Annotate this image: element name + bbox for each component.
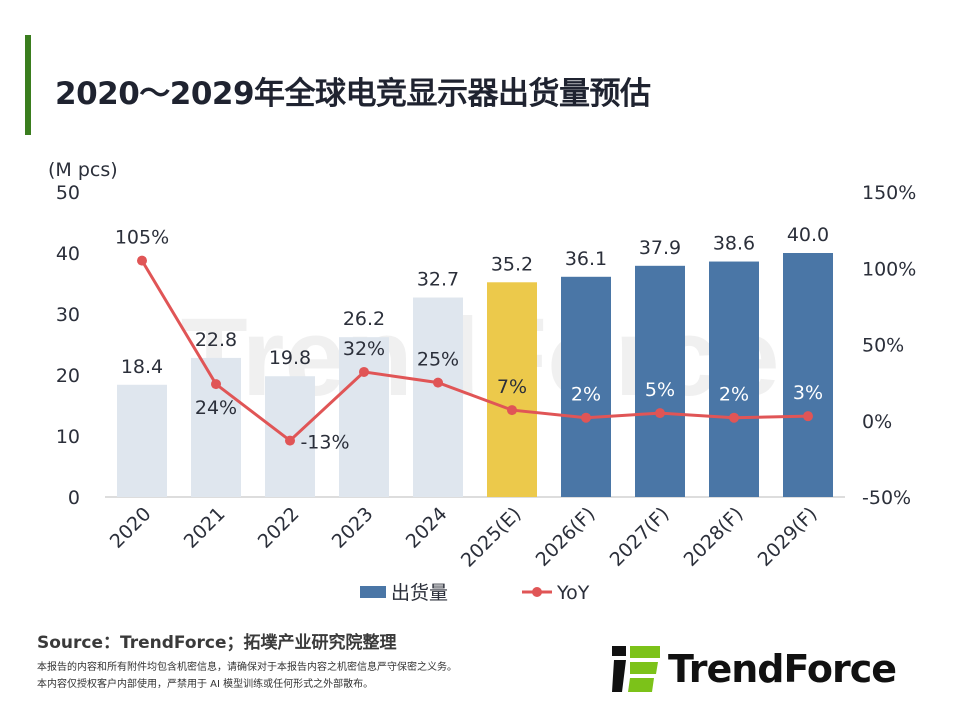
y-tick-label: 20 [56,365,80,387]
yoy-point [803,411,813,422]
yoy-point [359,366,369,377]
y2-tick-label: 150% [862,182,916,204]
bar-value-label: 35.2 [491,253,533,275]
yoy-value-label: 2% [571,384,601,406]
bar-value-label: 37.9 [639,237,681,259]
y2-tick-label: 0% [862,411,892,433]
y2-tick-label: 100% [862,258,916,280]
x-tick-label: 2024 [402,503,452,553]
bar-value-label: 19.8 [269,347,311,369]
y2-tick-label: 50% [862,335,904,357]
chart: TrendForce(M pcs)01020304050-50%0%50%100… [48,159,916,604]
bar-value-label: 18.4 [121,356,163,378]
legend-line-label: YoY [556,582,590,604]
legend-line-marker [532,587,542,597]
logo-text: TrendForce [668,647,897,691]
yoy-point [655,408,665,419]
x-tick-label: 2028(F) [680,503,748,571]
legend-bar-label: 出货量 [391,582,448,604]
y-tick-label: 50 [56,182,80,204]
x-tick-label: 2022 [254,503,304,553]
yoy-line [140,259,809,443]
y-tick-label: 10 [56,426,80,448]
bar [783,253,833,497]
yoy-point [285,435,295,446]
x-tick-label: 2020 [106,503,156,553]
yoy-point [581,412,591,423]
y-axis-label: (M pcs) [48,159,118,181]
yoy-value-label: 2% [719,384,749,406]
yoy-value-label: 3% [793,382,823,404]
y-tick-label: 0 [68,487,80,509]
x-tick-label: 2025(E) [457,503,526,572]
yoy-point [729,412,739,423]
bar-value-label: 36.1 [565,248,607,270]
bar-value-label: 32.7 [417,269,459,291]
yoy-value-label: 5% [645,379,675,401]
yoy-value-label: 105% [115,227,169,249]
bar-value-label: 40.0 [787,224,829,246]
yoy-value-label: 25% [417,349,459,371]
yoy-point [137,255,147,266]
bar [413,297,463,497]
y-tick-label: 40 [56,243,80,265]
yoy-point [507,405,517,416]
bar [117,384,167,497]
x-tick-label: 2029(F) [754,503,822,571]
trendforce-logo-icon [612,646,660,692]
yoy-point [433,377,443,388]
page-title: 2020～2029年全球电竞显示器出货量预估 [55,76,651,112]
yoy-value-label: 7% [497,376,527,398]
yoy-value-label: -13% [300,432,349,454]
y-tick-label: 30 [56,304,80,326]
x-tick-label: 2026(F) [532,503,600,571]
yoy-value-label: 32% [343,338,385,360]
bar-value-label: 22.8 [195,329,237,351]
x-tick-label: 2027(F) [606,503,674,571]
yoy-point [211,379,221,390]
x-tick-label: 2021 [180,503,230,553]
x-tick-label: 2023 [328,503,378,553]
legend-bar-swatch [360,586,386,598]
yoy-value-label: 24% [195,397,237,419]
bar [709,261,759,497]
trendforce-logo: TrendForce [612,646,897,692]
y2-tick-label: -50% [862,487,911,509]
bar [561,276,611,497]
bar [487,282,537,497]
bar-value-label: 38.6 [713,233,755,255]
confidential-note-2: 本内容仅授权客户内部使用，严禁用于 AI 模型训练或任何形式之外部散布。 [37,679,374,690]
bar [635,265,685,497]
confidential-note-1: 本报告的内容和所有附件均包含机密信息，请确保对于本报告内容之机密信息严守保密之义… [37,662,457,673]
bar-value-label: 26.2 [343,308,385,330]
source-text: Source：TrendForce；拓墣产业研究院整理 [37,633,397,653]
bar [339,337,389,497]
bar [191,357,241,497]
title-accent-bar [25,35,31,135]
